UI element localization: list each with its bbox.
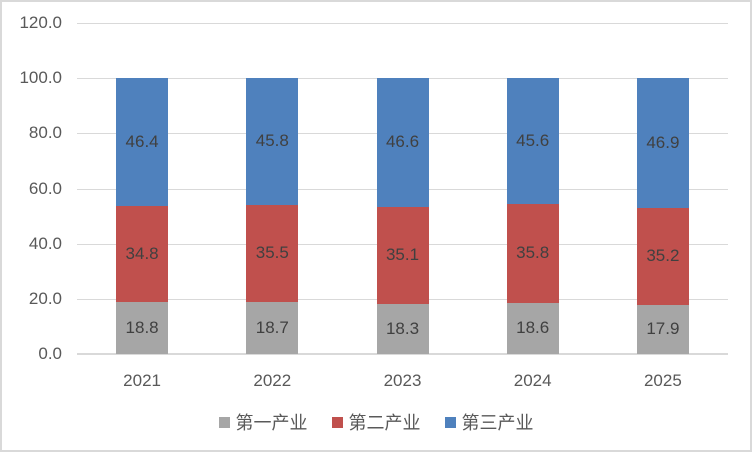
bar-value-label: 35.5 bbox=[255, 243, 289, 263]
gridline bbox=[77, 23, 728, 24]
bar-segment: 46.9 bbox=[636, 78, 689, 208]
x-axis-line bbox=[77, 353, 728, 355]
legend-item: 第二产业 bbox=[331, 409, 421, 435]
bar-value-label: 18.3 bbox=[385, 318, 420, 338]
bar-value-label: 34.8 bbox=[125, 244, 159, 264]
x-axis-label: 2023 bbox=[383, 371, 422, 390]
bar-segment: 34.8 bbox=[116, 206, 169, 303]
legend-swatch bbox=[218, 416, 230, 428]
x-axis-label: 2025 bbox=[643, 371, 682, 390]
bar-segment: 46.6 bbox=[376, 78, 429, 207]
legend-label: 第二产业 bbox=[348, 413, 421, 433]
bar-segment: 18.7 bbox=[246, 302, 299, 354]
y-axis-tick-label: 40.0 bbox=[28, 233, 62, 253]
bar-value-label: 35.2 bbox=[646, 246, 680, 266]
legend-label: 第一产业 bbox=[235, 413, 308, 433]
bar-segment: 45.8 bbox=[246, 78, 299, 205]
bar-segment: 45.6 bbox=[506, 78, 559, 204]
legend-item: 第三产业 bbox=[444, 409, 534, 435]
x-axis-label: 2022 bbox=[253, 371, 292, 390]
bar-segment: 46.4 bbox=[116, 78, 169, 207]
bar-value-label: 46.4 bbox=[125, 132, 159, 152]
legend: 第一产业 第二产业 第三产业 bbox=[2, 408, 750, 436]
bar-segment: 17.9 bbox=[636, 304, 689, 354]
legend-swatch bbox=[331, 416, 343, 428]
y-axis-tick-label: 80.0 bbox=[28, 123, 62, 143]
bar-segment: 18.8 bbox=[116, 302, 169, 354]
y-axis-tick-label: 60.0 bbox=[28, 178, 62, 198]
bar-segment: 35.5 bbox=[246, 204, 299, 303]
bar-value-label: 46.6 bbox=[385, 132, 420, 152]
y-axis-tick-label: 100.0 bbox=[19, 68, 62, 88]
x-axis: 2021 2022 2023 2024 2025 bbox=[77, 369, 728, 393]
bar-value-label: 18.8 bbox=[125, 318, 159, 338]
y-axis-tick-label: 20.0 bbox=[28, 288, 62, 308]
x-axis-label: 2024 bbox=[513, 371, 552, 390]
legend-item: 第一产业 bbox=[218, 409, 308, 435]
bar-segment: 35.1 bbox=[376, 206, 429, 304]
bar-value-label: 35.8 bbox=[516, 243, 550, 263]
bar-value-label: 45.8 bbox=[255, 131, 289, 151]
plot-area: 18.8 34.8 46.4 18.7 35.5 45.8 18.3 35.1 46.6 18.6… bbox=[77, 23, 728, 355]
bar-segment: 35.8 bbox=[506, 203, 559, 303]
y-axis-tick-label: 120.0 bbox=[19, 13, 62, 32]
y-axis-tick-label: 0.0 bbox=[38, 344, 62, 363]
x-axis-label: 2021 bbox=[123, 371, 162, 390]
y-axis: 0.0 20.0 40.0 60.0 80.0 100.0 120.0 bbox=[2, 13, 62, 363]
bar-value-label: 46.9 bbox=[646, 132, 680, 152]
bar-value-label: 18.7 bbox=[255, 318, 289, 338]
bar-value-label: 18.6 bbox=[516, 318, 550, 338]
bar-value-label: 35.1 bbox=[385, 245, 420, 265]
bar-value-label: 17.9 bbox=[646, 319, 680, 339]
bar-segment: 18.6 bbox=[506, 302, 559, 354]
bar-segment: 35.2 bbox=[636, 207, 689, 305]
legend-label: 第三产业 bbox=[461, 413, 534, 433]
bar-segment: 18.3 bbox=[376, 303, 429, 354]
bar-value-label: 45.6 bbox=[516, 131, 550, 151]
legend-swatch bbox=[444, 416, 456, 428]
